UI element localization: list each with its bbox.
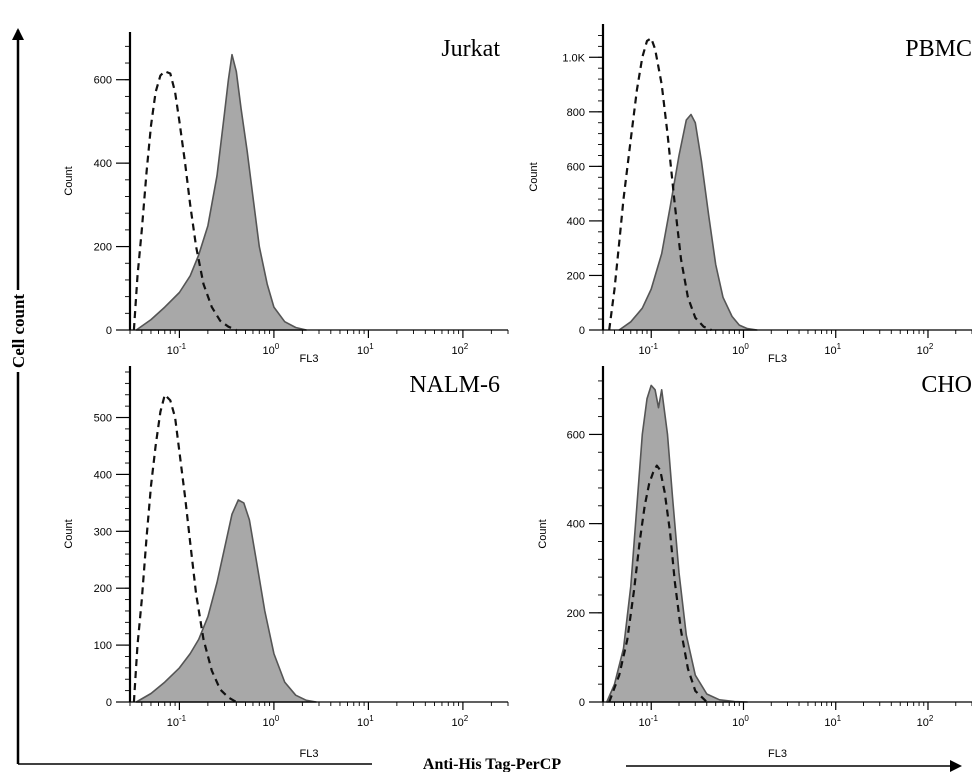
y-tick-label-cho: 0 <box>579 697 585 709</box>
x-tick-label-cho: 101 <box>824 714 841 729</box>
x-axis-label-jurkat: FL3 <box>300 353 319 365</box>
y-tick-label-jurkat: 400 <box>94 158 112 170</box>
x-tick-label-nalm-6: 10-1 <box>167 714 187 729</box>
x-tick-label-jurkat: 102 <box>452 342 469 357</box>
panel-jurkat: 0 200 400 600 10-1 100 101 102 FL3 Count Jurkat <box>63 32 509 365</box>
panel-title-pbmc: PBMC <box>905 36 972 62</box>
y-tick-label-pbmc: 200 <box>567 270 585 282</box>
global-y-axis-label: Cell count <box>9 294 28 368</box>
panel-cho: 0 200 400 600 10-1 100 101 102 FL3 Count CHO <box>537 366 972 760</box>
x-tick-label-pbmc: 100 <box>732 342 749 357</box>
y-tick-label-nalm-6: 500 <box>94 413 112 425</box>
x-tick-label-nalm-6: 100 <box>263 714 280 729</box>
x-tick-label-jurkat: 100 <box>263 342 280 357</box>
y-axis-label-cho: Count <box>537 519 549 548</box>
series-filled-cho <box>606 384 749 703</box>
panel-pbmc: 0 200 400 600 800 1.0K 10-1 100 101 102 FL3 Count PB… <box>528 24 972 365</box>
x-tick-label-pbmc: 101 <box>824 342 841 357</box>
y-tick-label-jurkat: 600 <box>94 75 112 87</box>
y-tick-label-pbmc: 800 <box>567 107 585 119</box>
x-tick-label-cho: 100 <box>732 714 749 729</box>
y-tick-label-nalm-6: 0 <box>106 697 112 709</box>
x-tick-label-cho: 102 <box>917 714 934 729</box>
panel-title-cho: CHO <box>921 372 972 398</box>
y-tick-label-pbmc: 0 <box>579 325 585 337</box>
series-filled-jurkat <box>135 53 308 331</box>
x-axis-label-cho: FL3 <box>768 748 787 760</box>
y-tick-label-cho: 200 <box>567 608 585 620</box>
series-dashed-jurkat <box>132 70 237 332</box>
series-filled-nalm-6 <box>135 499 317 703</box>
panel-title-nalm-6: NALM-6 <box>409 372 500 398</box>
y-tick-label-nalm-6: 300 <box>94 526 112 538</box>
y-tick-label-pbmc: 400 <box>567 216 585 228</box>
series-dashed-nalm-6 <box>132 393 237 703</box>
y-axis-label-jurkat: Count <box>63 166 75 195</box>
y-tick-label-nalm-6: 100 <box>94 640 112 652</box>
x-tick-label-cho: 10-1 <box>639 714 659 729</box>
x-tick-label-jurkat: 10-1 <box>167 342 187 357</box>
y-axis-label-nalm-6: Count <box>63 519 75 548</box>
y-tick-label-pbmc: 1.0K <box>562 52 585 64</box>
series-dashed-cho <box>608 464 708 703</box>
x-tick-label-pbmc: 102 <box>917 342 934 357</box>
global-y-axis-label-bg <box>7 290 29 372</box>
x-tick-label-nalm-6: 101 <box>357 714 374 729</box>
global-y-axis: Cell count <box>7 28 29 764</box>
y-tick-label-cho: 600 <box>567 429 585 441</box>
x-tick-label-nalm-6: 102 <box>452 714 469 729</box>
y-tick-label-cho: 400 <box>567 519 585 531</box>
y-tick-label-pbmc: 600 <box>567 161 585 173</box>
x-tick-label-jurkat: 101 <box>357 342 374 357</box>
y-tick-label-jurkat: 0 <box>106 325 112 337</box>
global-x-axis: Anti-His Tag-PerCP <box>18 756 962 772</box>
x-axis-label-pbmc: FL3 <box>768 353 787 365</box>
series-filled-pbmc <box>618 113 758 331</box>
y-tick-label-nalm-6: 400 <box>94 469 112 481</box>
y-axis-label-pbmc: Count <box>528 162 540 191</box>
histogram-panels: 0 200 400 600 10-1 100 101 102 FL3 Count Jurkat 0 20… <box>63 24 972 760</box>
y-tick-label-nalm-6: 200 <box>94 583 112 595</box>
global-x-axis-label: Anti-His Tag-PerCP <box>423 756 561 772</box>
panel-nalm-6: 0 100 200 300 400 500 10-1 100 101 102 FL3 Count NAL… <box>63 366 509 760</box>
y-tick-label-jurkat: 200 <box>94 242 112 254</box>
panel-title-jurkat: Jurkat <box>441 36 500 62</box>
x-axis-label-nalm-6: FL3 <box>300 748 319 760</box>
x-tick-label-pbmc: 10-1 <box>639 342 659 357</box>
series-dashed-pbmc <box>608 37 712 332</box>
